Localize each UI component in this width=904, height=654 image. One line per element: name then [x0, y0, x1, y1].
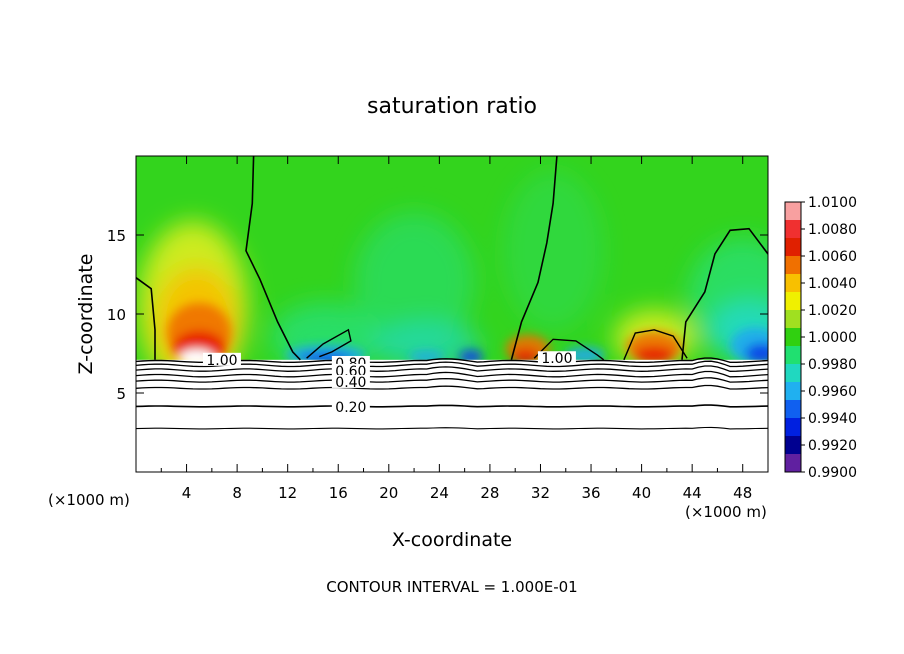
- colorbar-swatch: [785, 238, 801, 257]
- colorbar-label: 1.0100: [808, 195, 857, 211]
- colorbar-swatch: [785, 274, 801, 293]
- contour-line-1.00: [136, 277, 156, 360]
- colorbar-label: 1.0040: [808, 276, 857, 292]
- colorbar-label: 0.9920: [808, 438, 857, 454]
- x-axis: 4 8 12 16 20 24 28 32 36 40 44 48: [160, 156, 752, 502]
- x-tick-label: 12: [278, 484, 297, 502]
- y-axis-label: Z-coordinate: [75, 254, 97, 375]
- colorbar-label: 0.9940: [808, 411, 857, 427]
- colorbar-label: 1.0020: [808, 303, 857, 319]
- y-tick-label: 5: [116, 385, 126, 403]
- contour-label: 0.20: [335, 400, 366, 416]
- plot-area: 1.001.000.800.600.400.20: [136, 156, 768, 472]
- cool-region: [354, 212, 475, 353]
- contour-line-1.00: [245, 156, 301, 361]
- colorbar-swatch: [785, 454, 801, 473]
- colorbar-swatch: [785, 310, 801, 329]
- colorbar-swatch: [785, 400, 801, 419]
- contour-label-bg: [202, 352, 241, 366]
- colorbar-swatch: [785, 220, 801, 239]
- y-tick-label: 10: [107, 306, 126, 324]
- x-tick-label: 20: [379, 484, 398, 502]
- x-tick-label: 32: [531, 484, 550, 502]
- colorbar-label: 0.9900: [808, 465, 857, 481]
- x-tick-label: 28: [480, 484, 499, 502]
- colorbar-swatch: [785, 436, 801, 455]
- cool-region: [745, 343, 768, 364]
- cool-region: [503, 170, 604, 331]
- x-tick-label: 16: [329, 484, 348, 502]
- contour-labels: 1.001.000.800.600.400.20: [202, 351, 576, 416]
- colorbar-swatch: [785, 418, 801, 437]
- colorbar-swatch: [785, 364, 801, 383]
- contour-label-bg: [331, 374, 370, 388]
- colorbar-swatch: [785, 292, 801, 311]
- colorbar-swatch: [785, 202, 801, 221]
- colorbar-label: 0.9980: [808, 357, 857, 373]
- colorbar-swatch: [785, 328, 801, 347]
- contour-line-lower: [136, 365, 768, 372]
- colorbar-label: 0.9960: [808, 384, 857, 400]
- contour-line-1.00: [510, 156, 558, 361]
- contour-line-lower: [136, 377, 768, 383]
- contour-line-1.00: [681, 227, 768, 360]
- colorbar-swatch: [785, 382, 801, 401]
- contour-line-1.00: [306, 328, 352, 359]
- contour-label: 0.40: [335, 375, 366, 391]
- colorbar-label: 1.0000: [808, 330, 857, 346]
- x-tick-label: 36: [581, 484, 600, 502]
- warm-region: [634, 347, 675, 364]
- contour-label-bg: [537, 351, 576, 365]
- contour-line-lower: [136, 384, 768, 390]
- contour-line-lower: [136, 357, 768, 363]
- x-unit-right: (×1000 m): [685, 503, 767, 521]
- colorbar: 1.0100 1.0080 1.0060 1.0040 1.0020 1.0000 0.99…: [784, 195, 857, 481]
- x-tick-label: 24: [430, 484, 449, 502]
- contour-line-lower: [136, 404, 768, 408]
- contour-lines: [136, 156, 768, 430]
- contour-label-bg: [331, 363, 370, 377]
- contour-interval-note: CONTOUR INTERVAL = 1.000E-01: [326, 578, 577, 596]
- x-tick-label: 48: [733, 484, 752, 502]
- below-cloud-region: [136, 359, 768, 472]
- cool-region: [371, 320, 482, 371]
- x-tick-label: 40: [632, 484, 651, 502]
- contour-label-bg: [331, 400, 370, 414]
- x-tick-label: 4: [182, 484, 192, 502]
- x-axis-label: X-coordinate: [392, 529, 512, 551]
- contour-line-lower: [136, 426, 768, 430]
- contour-label: 1.00: [206, 353, 237, 369]
- x-tick-label: 8: [232, 484, 242, 502]
- x-tick-label: 44: [683, 484, 702, 502]
- contour-line-lower: [136, 360, 768, 368]
- colorbar-label: 1.0060: [808, 249, 857, 265]
- y-axis: 5 10 15: [107, 227, 768, 403]
- y-tick-label: 15: [107, 227, 126, 245]
- colorbar-label: 1.0080: [808, 222, 857, 238]
- colorbar-swatch: [785, 346, 801, 365]
- chart-title: saturation ratio: [367, 94, 537, 119]
- contour-line-1.00: [533, 338, 605, 361]
- contour-line-1.00: [623, 329, 688, 361]
- contour-line-lower: [136, 370, 768, 378]
- colorbar-swatch: [785, 256, 801, 275]
- contour-label: 1.00: [541, 351, 572, 367]
- x-unit-left: (×1000 m): [48, 491, 130, 509]
